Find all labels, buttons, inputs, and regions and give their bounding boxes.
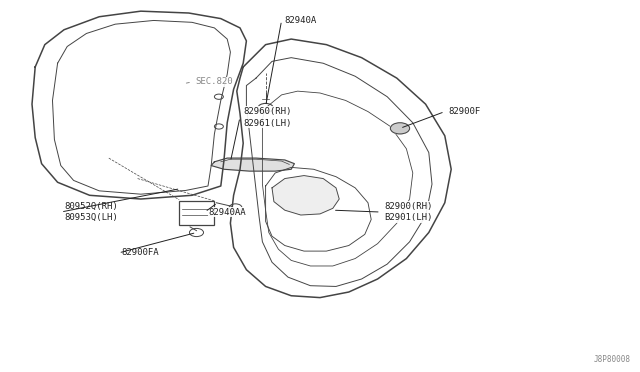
Text: 82900(RH)
B2901(LH): 82900(RH) B2901(LH) [384,202,433,222]
Text: 82940A: 82940A [285,16,317,25]
Text: 82940AA: 82940AA [208,208,246,217]
Bar [179,201,214,225]
Polygon shape [272,176,339,215]
Polygon shape [211,158,294,171]
Text: J8P80008: J8P80008 [593,355,630,364]
Text: 82960(RH)
82961(LH): 82960(RH) 82961(LH) [243,107,292,128]
Text: SEC.820: SEC.820 [195,77,233,86]
Text: 82900FA: 82900FA [122,248,159,257]
Text: 82900F: 82900F [448,107,480,116]
Circle shape [390,123,410,134]
Text: 80952Q(RH)
80953Q(LH): 80952Q(RH) 80953Q(LH) [64,202,118,222]
